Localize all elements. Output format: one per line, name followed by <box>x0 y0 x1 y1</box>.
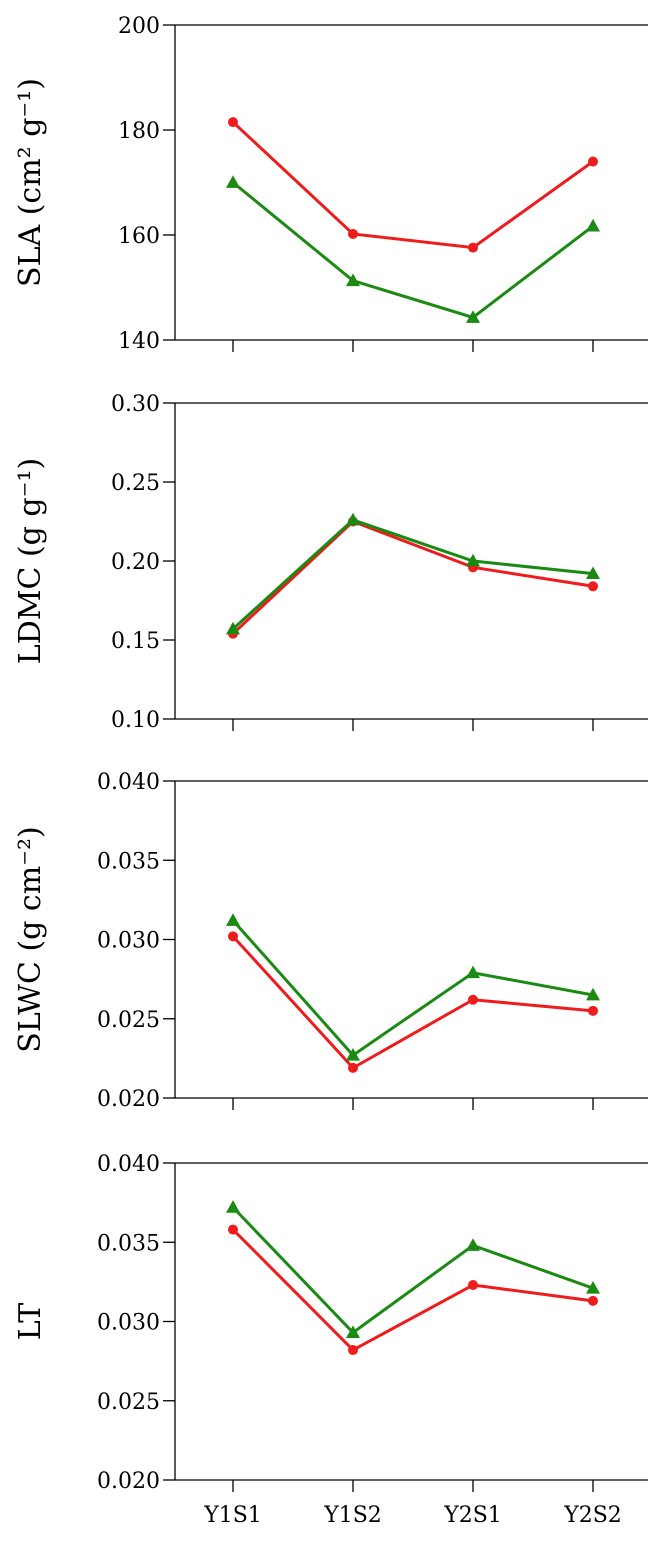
data-point <box>348 1345 358 1356</box>
data-point <box>586 987 600 1001</box>
data-point <box>226 621 240 635</box>
y-tick-label: 200 <box>118 14 160 39</box>
y-tick-label: 180 <box>118 119 160 144</box>
data-point <box>468 242 478 253</box>
y-tick-label: 0.025 <box>97 1008 160 1033</box>
series-1 <box>228 117 598 253</box>
panel-1: 140 160 180 200 SLA (cm² g⁻¹) <box>13 14 648 354</box>
y-axis-label: LT <box>13 1303 48 1341</box>
series-line <box>231 935 594 1070</box>
data-point <box>588 581 598 592</box>
series-line <box>231 1206 594 1335</box>
y-tick-label: 0.035 <box>97 1231 160 1256</box>
series-line <box>231 1228 594 1352</box>
series-1 <box>228 931 598 1073</box>
y-tick-label: 140 <box>118 329 160 354</box>
data-point <box>466 965 480 979</box>
panel-4: 0.020 0.025 0.030 0.035 0.040 LT Y1S1 Y1S2 Y2S1 Y… <box>13 1152 648 1528</box>
panel-2: 0.10 0.15 0.20 0.25 0.30 LDMC (g g⁻¹) <box>13 392 648 733</box>
y-tick-label: 0.20 <box>111 550 160 575</box>
y-tick-label: 0.25 <box>111 471 160 496</box>
series-line <box>231 519 594 635</box>
x-tick-label: Y1S2 <box>323 1503 382 1528</box>
data-point <box>468 1280 478 1291</box>
data-point <box>348 228 358 239</box>
y-tick-label: 0.020 <box>97 1469 160 1494</box>
series-line <box>232 181 594 320</box>
data-point <box>588 1005 598 1016</box>
data-point <box>346 512 360 526</box>
data-point <box>226 913 240 926</box>
series-2 <box>226 1200 600 1338</box>
x-tick-label: Y2S2 <box>563 1503 622 1528</box>
y-tick-label: 0.035 <box>97 849 160 874</box>
data-point <box>228 1224 238 1235</box>
y-tick-label: 0.15 <box>111 629 160 654</box>
data-point <box>346 1325 360 1338</box>
data-point <box>468 994 478 1005</box>
series-1 <box>228 516 598 639</box>
y-axis-label: SLWC (g cm⁻²) <box>13 826 48 1052</box>
y-tick-label: 0.030 <box>97 1311 160 1336</box>
data-point <box>466 1238 480 1251</box>
series-line <box>231 919 594 1058</box>
data-point <box>346 1048 360 1061</box>
y-axis-label: LDMC (g g⁻¹) <box>13 458 48 664</box>
x-tick-label: Y2S1 <box>443 1503 502 1528</box>
y-axis-label: SLA (cm² g⁻¹) <box>13 78 48 287</box>
data-point <box>226 175 240 188</box>
data-point <box>346 273 360 287</box>
y-tick-label: 0.020 <box>97 1087 160 1112</box>
data-point <box>586 218 600 232</box>
data-point <box>586 566 600 580</box>
data-point <box>228 117 238 128</box>
series-2 <box>226 913 600 1061</box>
x-tick-label: Y1S1 <box>203 1503 262 1528</box>
data-point <box>228 931 238 942</box>
y-tick-label: 0.030 <box>97 929 160 954</box>
series-1 <box>228 1224 598 1356</box>
y-tick-label: 0.040 <box>97 1152 160 1177</box>
y-tick-label: 0.040 <box>97 770 160 795</box>
data-point <box>588 1295 598 1306</box>
data-point <box>466 310 480 323</box>
y-tick-label: 0.30 <box>111 392 160 417</box>
series-line <box>231 518 594 631</box>
data-point <box>588 156 598 167</box>
y-tick-label: 0.025 <box>97 1390 160 1415</box>
y-tick-label: 160 <box>118 224 160 249</box>
y-tick-label: 0.10 <box>111 708 160 733</box>
data-point <box>226 1200 240 1213</box>
series-2 <box>226 512 600 635</box>
data-point <box>348 1062 358 1073</box>
series-2 <box>226 175 600 323</box>
data-point <box>586 1281 600 1294</box>
series-line <box>231 121 594 250</box>
data-point <box>466 553 480 567</box>
panel-3: 0.020 0.025 0.030 0.035 0.040 SLWC (g cm⁻²) <box>13 770 648 1112</box>
